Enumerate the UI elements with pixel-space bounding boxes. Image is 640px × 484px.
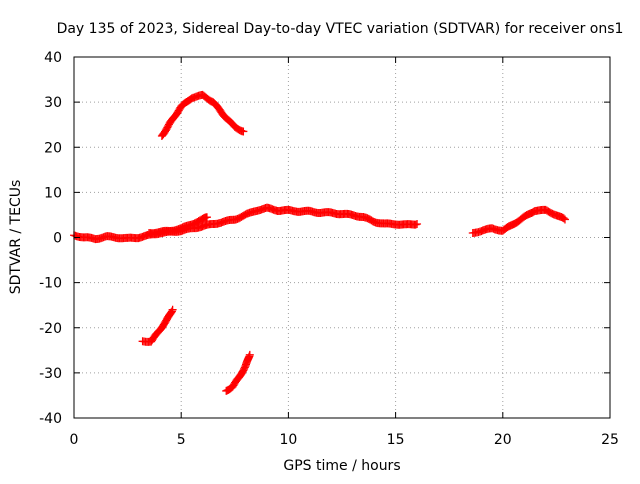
data-points xyxy=(70,90,569,395)
y-tick-label: 0 xyxy=(53,231,62,247)
y-tick-label: 40 xyxy=(44,50,62,66)
chart-title: Day 135 of 2023, Sidereal Day-to-day VTE… xyxy=(57,21,624,37)
x-tick-label: 10 xyxy=(279,432,297,448)
data-point xyxy=(413,219,422,228)
x-tick-label: 25 xyxy=(601,432,619,448)
data-point xyxy=(168,305,177,314)
x-tick-labels: 0 5 10 15 20 25 xyxy=(70,432,619,448)
x-axis-label: GPS time / hours xyxy=(283,458,400,474)
data-point xyxy=(560,215,569,224)
data-point xyxy=(245,350,254,359)
x-tick-label: 15 xyxy=(387,432,405,448)
data-point xyxy=(559,214,568,223)
track-late-day xyxy=(468,205,569,237)
y-tick-label: -40 xyxy=(39,411,62,427)
axis-ticks xyxy=(73,56,611,419)
grid-lines xyxy=(74,57,610,418)
y-tick-label: 30 xyxy=(44,95,62,111)
data-point xyxy=(202,213,211,222)
y-tick-labels: -40 -30 -20 -10 0 10 20 30 40 xyxy=(39,50,62,427)
y-tick-label: 10 xyxy=(44,185,62,201)
data-point xyxy=(411,220,420,229)
track-low-a xyxy=(138,305,177,346)
track-low-b xyxy=(222,350,254,395)
x-tick-label: 5 xyxy=(177,432,186,448)
y-axis-label: SDTVAR / TECUs xyxy=(8,180,24,295)
track-main-baseline xyxy=(70,203,422,244)
track-arch xyxy=(157,90,248,140)
y-tick-label: 20 xyxy=(44,140,62,156)
y-tick-label: -20 xyxy=(39,321,62,337)
track-rising-branch xyxy=(145,213,211,238)
x-tick-label: 20 xyxy=(494,432,512,448)
y-tick-label: -10 xyxy=(39,276,62,292)
data-point xyxy=(239,127,248,136)
y-tick-label: -30 xyxy=(39,366,62,382)
x-tick-label: 0 xyxy=(70,432,79,448)
data-point xyxy=(167,307,176,316)
